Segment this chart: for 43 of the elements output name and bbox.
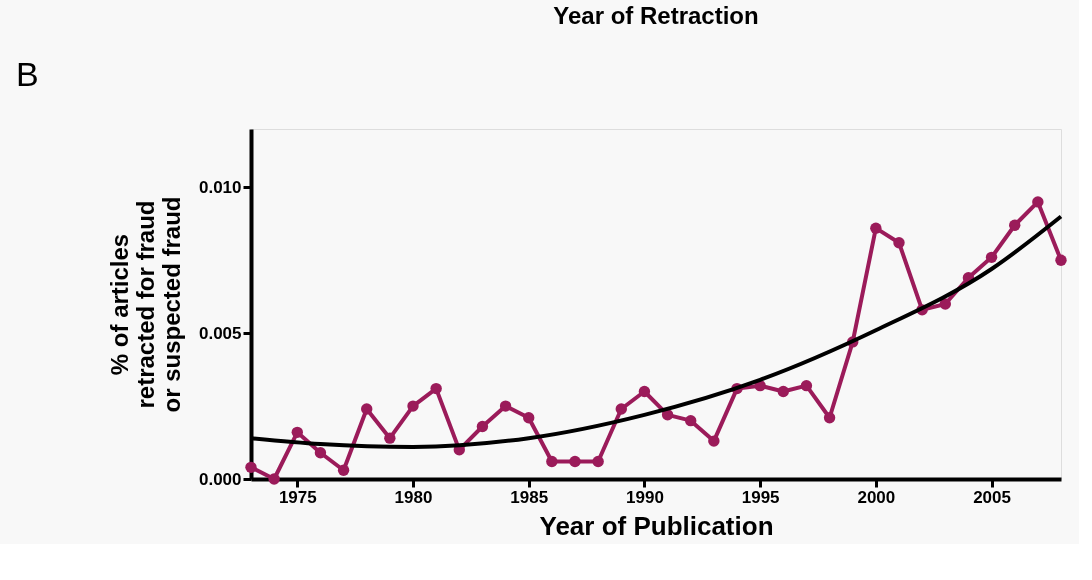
- point: [1055, 254, 1067, 266]
- point: [985, 251, 998, 264]
- point: [708, 435, 720, 447]
- text: B: [16, 55, 39, 93]
- point: [361, 403, 373, 415]
- y-tick-label: 0.010: [198, 177, 242, 197]
- point: [476, 420, 489, 433]
- x-tick-label: 1980: [394, 487, 433, 507]
- point: [314, 447, 327, 459]
- point: [1032, 196, 1044, 208]
- point: [523, 412, 535, 424]
- x-tick-label: 1985: [510, 487, 549, 507]
- y-tick-label: 0.000: [198, 469, 242, 489]
- chart-title: Year of Retraction: [553, 2, 759, 29]
- point: [337, 464, 350, 476]
- x-tick-label: 2000: [857, 487, 896, 507]
- point: [939, 298, 951, 310]
- point: [800, 379, 813, 392]
- point: [430, 382, 442, 395]
- point: [638, 385, 651, 398]
- point: [546, 455, 558, 468]
- point: [569, 455, 581, 468]
- x-tick-label: 2005: [973, 487, 1011, 507]
- point: [777, 385, 789, 398]
- x-tick-label: 1995: [741, 487, 780, 507]
- point: [245, 461, 257, 474]
- point: [1009, 219, 1021, 231]
- point: [291, 426, 303, 439]
- y-axis-title: % of articles retracted for fraud or suspected fraud: [105, 196, 185, 413]
- point: [407, 400, 419, 412]
- x-tick-label: 1990: [626, 487, 664, 507]
- point: [823, 412, 836, 424]
- point: [268, 473, 280, 485]
- x-tick-label: 1975: [278, 487, 317, 507]
- x-axis-title: Year of Publication: [539, 510, 774, 541]
- point: [870, 222, 882, 234]
- y-tick-label: 0.005: [198, 323, 242, 343]
- point: [499, 400, 512, 412]
- point: [685, 414, 697, 427]
- point: [592, 455, 604, 468]
- point: [893, 237, 905, 249]
- point: [384, 432, 396, 444]
- point: [615, 403, 627, 415]
